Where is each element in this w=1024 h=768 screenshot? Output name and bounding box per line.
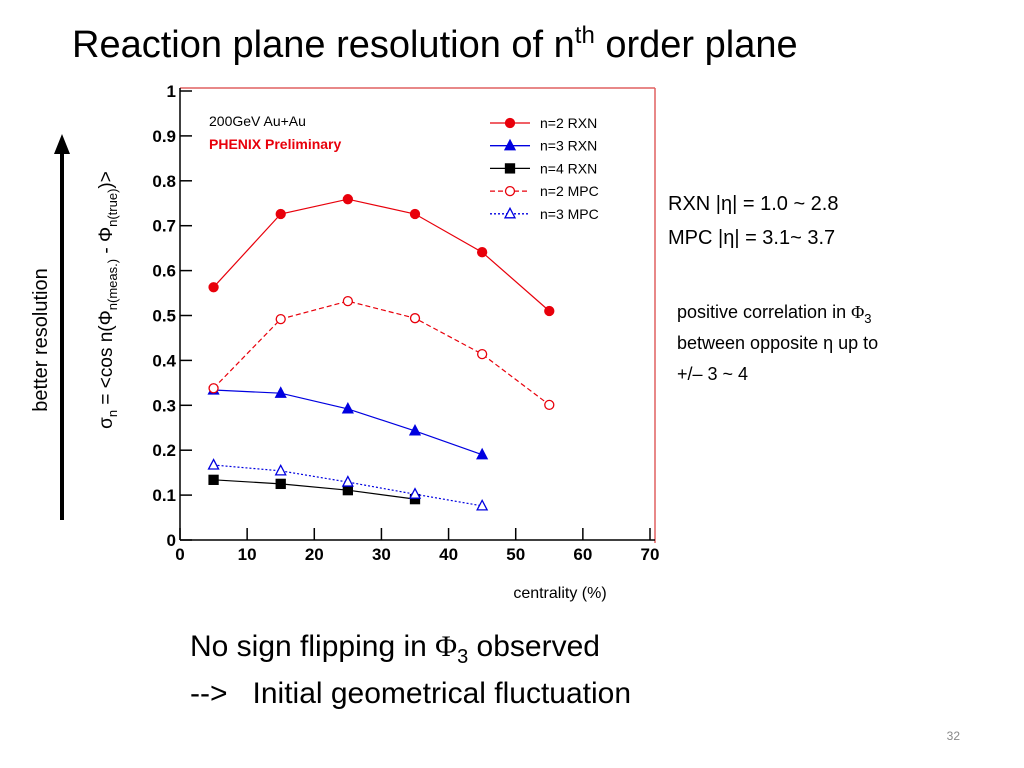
y-label-part: n(true) <box>105 189 120 227</box>
x-tick-label: 70 <box>641 545 660 564</box>
y-label-part: - Φ <box>96 227 117 259</box>
y-label-part: )> <box>96 171 117 188</box>
legend-marker <box>504 163 516 174</box>
series-line <box>213 479 416 500</box>
data-point <box>208 474 219 485</box>
x-tick-label: 10 <box>238 545 257 564</box>
data-point <box>409 208 421 220</box>
slide-title: Reaction plane resolution of nth order p… <box>72 22 798 66</box>
data-point <box>476 247 488 258</box>
legend-label: n=3 MPC <box>540 206 599 222</box>
data-point <box>409 313 421 324</box>
data-point <box>275 478 286 490</box>
conclusion-part: No sign flipping in <box>190 630 435 663</box>
x-tick-label: 0 <box>175 545 184 564</box>
y-tick-label: 0.5 <box>152 307 176 326</box>
y-tick-label: 0.8 <box>152 172 176 191</box>
data-point <box>476 348 488 360</box>
correlation-note: positive correlation in Φ3 <box>677 302 872 326</box>
annotation: PHENIX Preliminary <box>209 136 341 152</box>
legend-marker <box>503 138 517 151</box>
data-point <box>544 399 555 411</box>
conclusion: No sign flipping in Φ3 observed <box>190 630 600 668</box>
data-point <box>341 475 354 487</box>
legend-label: n=3 RXN <box>540 138 597 154</box>
series-line <box>213 300 550 406</box>
y-tick-label: 0.3 <box>152 396 176 415</box>
correlation-note: +/– 3 ~ 4 <box>677 364 748 384</box>
title-sup: th <box>575 22 595 49</box>
x-axis-label: centrality (%) <box>513 585 606 602</box>
data-point <box>341 401 354 414</box>
side-note: MPC |η| = 3.1~ 3.7 <box>668 227 835 249</box>
conclusion: --> Initial geometrical fluctuation <box>190 677 631 710</box>
y-tick-label: 0.7 <box>152 217 176 236</box>
conclusion-part: 3 <box>457 646 468 668</box>
data-point <box>476 447 489 460</box>
note-part: 3 <box>864 311 871 326</box>
y-tick-label: 0.9 <box>152 127 176 146</box>
data-point <box>208 282 219 293</box>
annotation: 200GeV Au+Au <box>209 113 306 129</box>
arrow-label: better resolution <box>30 268 52 411</box>
y-tick-label: 1 <box>167 82 176 101</box>
title-text: Reaction plane resolution of n <box>72 24 575 66</box>
data-point <box>275 208 286 220</box>
legend-marker <box>504 185 516 197</box>
note-part: Φ <box>851 302 864 322</box>
data-point <box>274 386 287 398</box>
data-point <box>408 423 422 436</box>
conclusion-part: Φ <box>435 630 457 663</box>
y-tick-label: 0.4 <box>152 351 176 370</box>
x-tick-label: 40 <box>439 545 458 564</box>
data-point <box>207 458 220 470</box>
x-tick-label: 60 <box>573 545 592 564</box>
y-axis-label: σn = <cos n(Φn(meas.) - Φn(true))> <box>96 171 120 429</box>
note-part: positive correlation in <box>677 302 851 322</box>
y-tick-label: 0.6 <box>152 262 176 281</box>
title-text: order plane <box>595 24 798 66</box>
data-point <box>342 485 354 496</box>
legend-label: n=4 RXN <box>540 160 597 176</box>
legend-label: n=2 RXN <box>540 115 597 131</box>
series-line <box>213 389 483 456</box>
y-tick-label: 0.2 <box>152 441 176 460</box>
x-tick-label: 30 <box>372 545 391 564</box>
series-line <box>213 464 483 507</box>
y-label-part: σ <box>96 417 117 429</box>
legend-marker <box>503 206 517 219</box>
y-label-part: = <cos n(Φ <box>96 310 117 410</box>
y-tick-label: 0.1 <box>152 486 176 505</box>
x-tick-label: 20 <box>305 545 324 564</box>
data-point <box>342 295 354 307</box>
data-point <box>342 194 354 205</box>
series-line <box>213 198 550 312</box>
arrow-head <box>54 134 70 154</box>
data-point <box>275 313 286 325</box>
data-point <box>274 463 287 476</box>
x-tick-label: 50 <box>506 545 525 564</box>
side-note: RXN |η| = 1.0 ~ 2.8 <box>668 193 839 215</box>
conclusion-part: observed <box>468 630 600 663</box>
data-point <box>476 498 489 511</box>
y-label-part: n(meas.) <box>105 259 120 310</box>
y-tick-label: 0 <box>167 531 176 550</box>
correlation-note: between opposite η up to <box>677 333 878 353</box>
data-point <box>544 305 555 317</box>
data-point <box>408 487 422 499</box>
legend-marker <box>504 117 516 129</box>
page-number: 32 <box>947 729 961 743</box>
legend-label: n=2 MPC <box>540 183 599 199</box>
data-point <box>208 383 219 394</box>
y-label-part: n <box>105 410 120 417</box>
